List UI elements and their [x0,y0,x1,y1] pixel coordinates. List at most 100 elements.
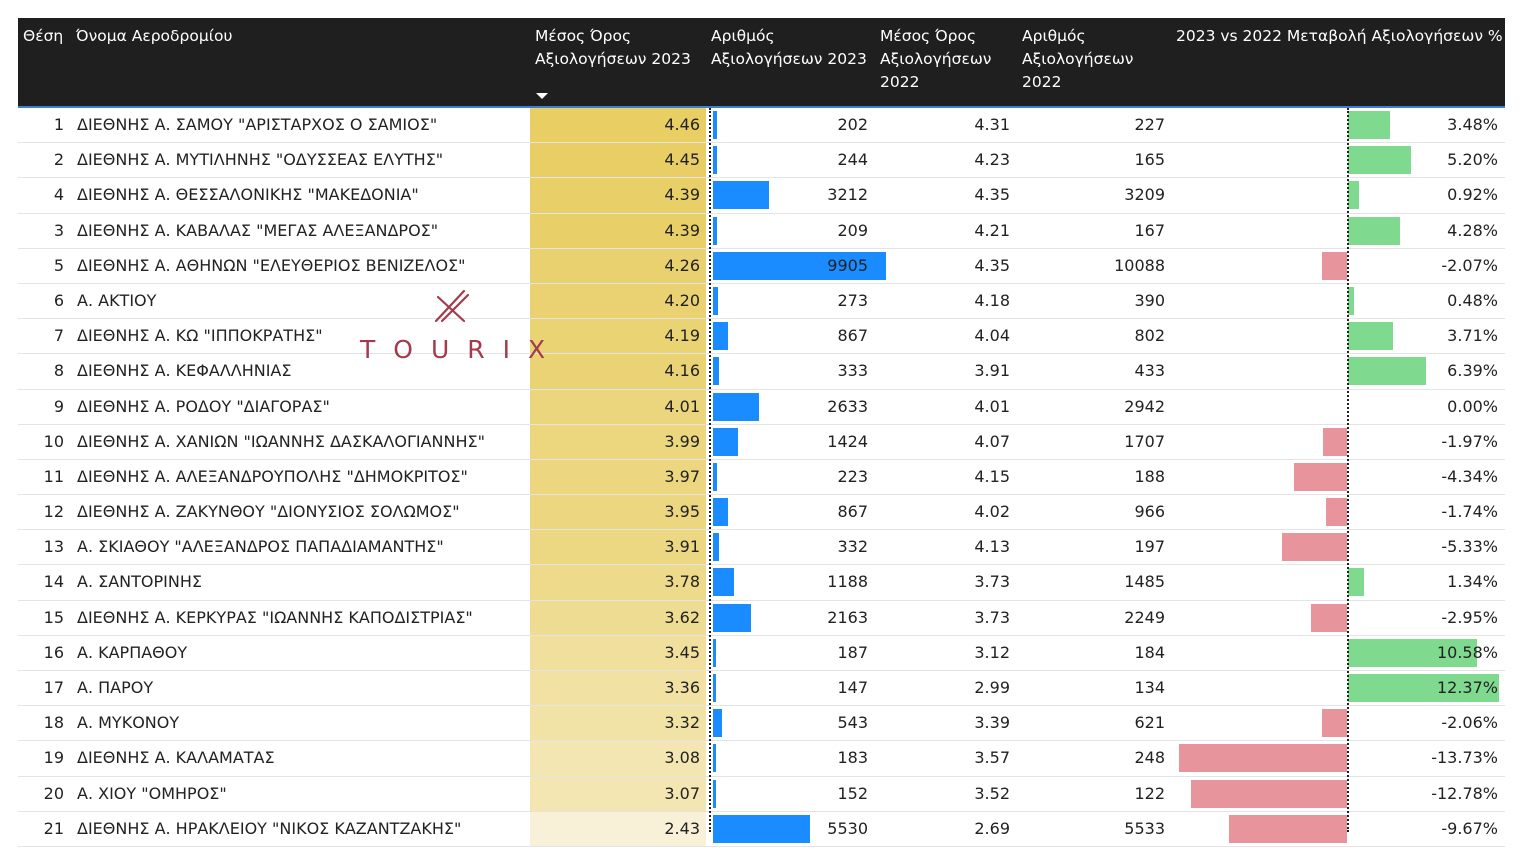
airport-name-cell: Α. ΑΚΤΙΟΥ [77,290,157,310]
header-count-2023[interactable]: Αριθμός Αξιολογήσεων 2023 [711,27,867,68]
avg-2023-heat-cell [530,741,706,776]
count-axis-line [709,108,711,833]
avg-2023-cell: 4.46 [664,115,700,134]
change-pct-cell: 10.58% [1436,642,1498,662]
table-row[interactable]: 11 ΔΙΕΘΝΗΣ Α. ΑΛΕΞΑΝΔΡΟΥΠΟΛΗΣ "ΔΗΜΟΚΡΙΤΟΣ… [18,459,1505,496]
table-row[interactable]: 16 Α. ΚΑΡΠΑΘΟΥ 3.45 187 3.12 184 10.58% [18,635,1505,671]
table-row[interactable]: 5 ΔΙΕΘΝΗΣ Α. ΑΘΗΝΩΝ "ΕΛΕΥΘΕΡΙΟΣ ΒΕΝΙΖΕΛΟΣ… [18,248,1505,284]
airport-name-cell: ΔΙΕΘΝΗΣ Α. ΜΥΤΙΛΗΝΗΣ "ΟΔΥΣΣΕΑΣ ΕΛΥΤΗΣ" [77,150,444,170]
avg-2023-heat-cell [530,671,706,706]
avg-2023-heat-cell [530,283,706,319]
table-row[interactable]: 10 ΔΙΕΘΝΗΣ Α. ΧΑΝΙΩΝ "ΙΩΑΝΝΗΣ ΔΑΣΚΑΛΟΓΙΑΝ… [18,424,1505,460]
count-2023-bar [713,568,734,597]
avg-2023-cell: 3.07 [664,783,700,803]
avg-2022-cell: 4.31 [974,115,1010,134]
count-2023-bar [713,533,719,562]
count-2023-cell: 332 [837,537,868,557]
avg-2022-cell: 4.01 [974,396,1010,416]
table-row[interactable]: 9 ΔΙΕΘΝΗΣ Α. ΡΟΔΟΥ "ΔΙΑΓΟΡΑΣ" 4.01 2633 4.01… [18,389,1505,425]
avg-2022-cell: 2.99 [974,678,1010,697]
count-2023-cell: 244 [837,150,868,170]
rank-cell: 8 [53,361,64,381]
change-bar-negative [1179,744,1347,773]
header-change-pct[interactable]: 2023 vs 2022 Μεταβολή Αξιολογήσεων % [1176,27,1503,45]
airport-ratings-table: Θέση Όνομα Αεροδρομίου Μέσος Όρος Αξιολο… [18,18,1505,847]
change-zero-line [1347,108,1349,833]
count-2022-cell: 2942 [1124,396,1165,416]
table-row[interactable]: 1 ΔΙΕΘΝΗΣ Α. ΣΑΜΟΥ "ΑΡΙΣΤΑΡΧΟΣ Ο ΣΑΜΙΟΣ" 4… [18,108,1505,144]
count-2023-cell: 867 [837,502,868,522]
change-bar-negative [1281,533,1347,562]
airport-name-cell: Α. ΣΚΙΑΘΟΥ "ΑΛΕΞΑΝΔΡΟΣ ΠΑΠΑΔΙΑΜΑΝΤΗΣ" [77,537,444,557]
avg-2022-cell: 4.35 [974,185,1010,205]
table-row[interactable]: 2 ΔΙΕΘΝΗΣ Α. ΜΥΤΙΛΗΝΗΣ "ΟΔΥΣΣΕΑΣ ΕΛΥΤΗΣ" 4… [18,143,1505,179]
count-2023-cell: 5530 [827,818,868,838]
change-bar-positive [1348,568,1365,597]
table-row[interactable]: 20 Α. ΧΙΟΥ "ΟΜΗΡΟΣ" 3.07 152 3.52 122 -12.78% [18,776,1505,812]
avg-2023-cell: 4.19 [664,326,700,346]
table-row[interactable]: 8 ΔΙΕΘΝΗΣ Α. ΚΕΦΑΛΛΗΝΙΑΣ 4.16 333 3.91 433 6.3… [18,354,1505,390]
avg-2022-cell: 3.73 [974,607,1010,627]
count-2023-cell: 3212 [827,185,868,205]
count-2023-cell: 867 [837,326,868,346]
avg-2022-cell: 3.57 [974,748,1010,768]
change-bar-negative [1325,498,1347,527]
header-airport-name[interactable]: Όνομα Αεροδρομίου [76,27,233,45]
change-bar-positive [1348,286,1354,315]
table-row[interactable]: 12 ΔΙΕΘΝΗΣ Α. ΖΑΚΥΝΘΟΥ "ΔΙΟΝΥΣΙΟΣ ΣΟΛΩΜΟΣ… [18,495,1505,531]
change-bar-positive [1348,216,1401,245]
rank-cell: 3 [53,220,64,240]
count-2022-cell: 433 [1134,361,1165,381]
table-row[interactable]: 7 ΔΙΕΘΝΗΣ Α. ΚΩ "ΙΠΠΟΚΡΑΤΗΣ" 4.19 867 4.04 80… [18,319,1505,355]
avg-2023-cell: 3.91 [664,537,700,557]
header-avg-2023[interactable]: Μέσος Όρος Αξιολογήσεων 2023 [535,27,691,68]
sort-descending-icon[interactable] [536,93,548,99]
count-2022-cell: 3209 [1124,185,1165,205]
avg-2022-cell: 4.13 [974,537,1010,557]
avg-2022-cell: 4.35 [974,255,1010,275]
airport-name-cell: Α. ΜΥΚΟΝΟΥ [77,713,180,733]
table-row[interactable]: 21 ΔΙΕΘΝΗΣ Α. ΗΡΑΚΛΕΙΟΥ "ΝΙΚΟΣ ΚΑΖΑΝΤΖΑΚΗ… [18,811,1505,847]
airport-name-cell: ΔΙΕΘΝΗΣ Α. ΚΩ "ΙΠΠΟΚΡΑΤΗΣ" [77,326,323,346]
avg-2023-heat-cell [530,635,706,670]
count-2023-bar [713,603,751,632]
count-2023-bar [713,111,717,139]
airport-name-cell: ΔΙΕΘΝΗΣ Α. ΣΑΜΟΥ "ΑΡΙΣΤΑΡΧΟΣ Ο ΣΑΜΙΟΣ" [77,115,438,134]
avg-2023-heat-cell [530,389,706,424]
header-avg-2022[interactable]: Μέσος Όρος Αξιολογήσεων 2022 [880,27,992,91]
airport-name-cell: ΔΙΕΘΝΗΣ Α. ΑΛΕΞΑΝΔΡΟΥΠΟΛΗΣ "ΔΗΜΟΚΡΙΤΟΣ" [77,466,468,486]
table-row[interactable]: 6 Α. ΑΚΤΙΟΥ 4.20 273 4.18 390 0.48% [18,283,1505,320]
table-row[interactable]: 18 Α. ΜΥΚΟΝΟΥ 3.32 543 3.39 621 -2.06% [18,706,1505,742]
change-bar-positive [1348,146,1412,175]
table-row[interactable]: 4 ΔΙΕΘΝΗΣ Α. ΘΕΣΣΑΛΟΝΙΚΗΣ "ΜΑΚΕΔΟΝΙΑ" 4.39… [18,178,1505,214]
avg-2023-heat-cell [530,565,706,600]
table-row[interactable]: 13 Α. ΣΚΙΑΘΟΥ "ΑΛΕΞΑΝΔΡΟΣ ΠΑΠΑΔΙΑΜΑΝΤΗΣ" 3… [18,530,1505,566]
table-row[interactable]: 3 ΔΙΕΘΝΗΣ Α. ΚΑΒΑΛΑΣ "ΜΕΓΑΣ ΑΛΕΞΑΝΔΡΟΣ" 4.… [18,213,1505,249]
avg-2023-cell: 3.36 [664,678,700,697]
avg-2023-cell: 3.62 [664,607,700,627]
change-bar-negative [1294,462,1347,491]
table-row[interactable]: 19 ΔΙΕΘΝΗΣ Α. ΚΑΛΑΜΑΤΑΣ 3.08 183 3.57 248 -13.… [18,741,1505,777]
header-count-2022[interactable]: Αριθμός Αξιολογήσεων 2022 [1022,27,1134,91]
count-2023-bar [713,744,717,773]
table-row[interactable]: 14 Α. ΣΑΝΤΟΡΙΝΗΣ 3.78 1188 3.73 1485 1.34% [18,565,1505,601]
avg-2023-cell: 4.16 [664,361,700,381]
avg-2022-cell: 4.15 [974,466,1010,486]
count-2023-bar [713,181,770,210]
count-2022-cell: 966 [1134,502,1165,522]
header-rank[interactable]: Θέση [23,27,64,45]
count-2023-cell: 147 [837,678,868,697]
change-bar-positive [1348,357,1426,386]
change-pct-cell: -1.74% [1441,502,1498,522]
count-2023-cell: 333 [837,361,868,381]
rank-cell: 5 [53,255,64,275]
airport-name-cell: ΔΙΕΘΝΗΣ Α. ΚΑΛΑΜΑΤΑΣ [77,748,275,768]
count-2023-cell: 183 [837,748,868,768]
change-pct-cell: -13.73% [1431,748,1498,768]
table-row[interactable]: 17 Α. ΠΑΡΟΥ 3.36 147 2.99 134 12.37% [18,671,1505,707]
avg-2023-heat-cell [530,495,706,530]
airport-name-cell: ΔΙΕΘΝΗΣ Α. ΖΑΚΥΝΘΟΥ "ΔΙΟΝΥΣΙΟΣ ΣΟΛΩΜΟΣ" [77,502,460,522]
table-row[interactable]: 15 ΔΙΕΘΝΗΣ Α. ΚΕΡΚΥΡΑΣ "ΙΩΑΝΝΗΣ ΚΑΠΟΔΙΣΤΡ… [18,600,1505,636]
avg-2023-heat-cell [530,108,706,143]
count-2023-cell: 2163 [827,607,868,627]
